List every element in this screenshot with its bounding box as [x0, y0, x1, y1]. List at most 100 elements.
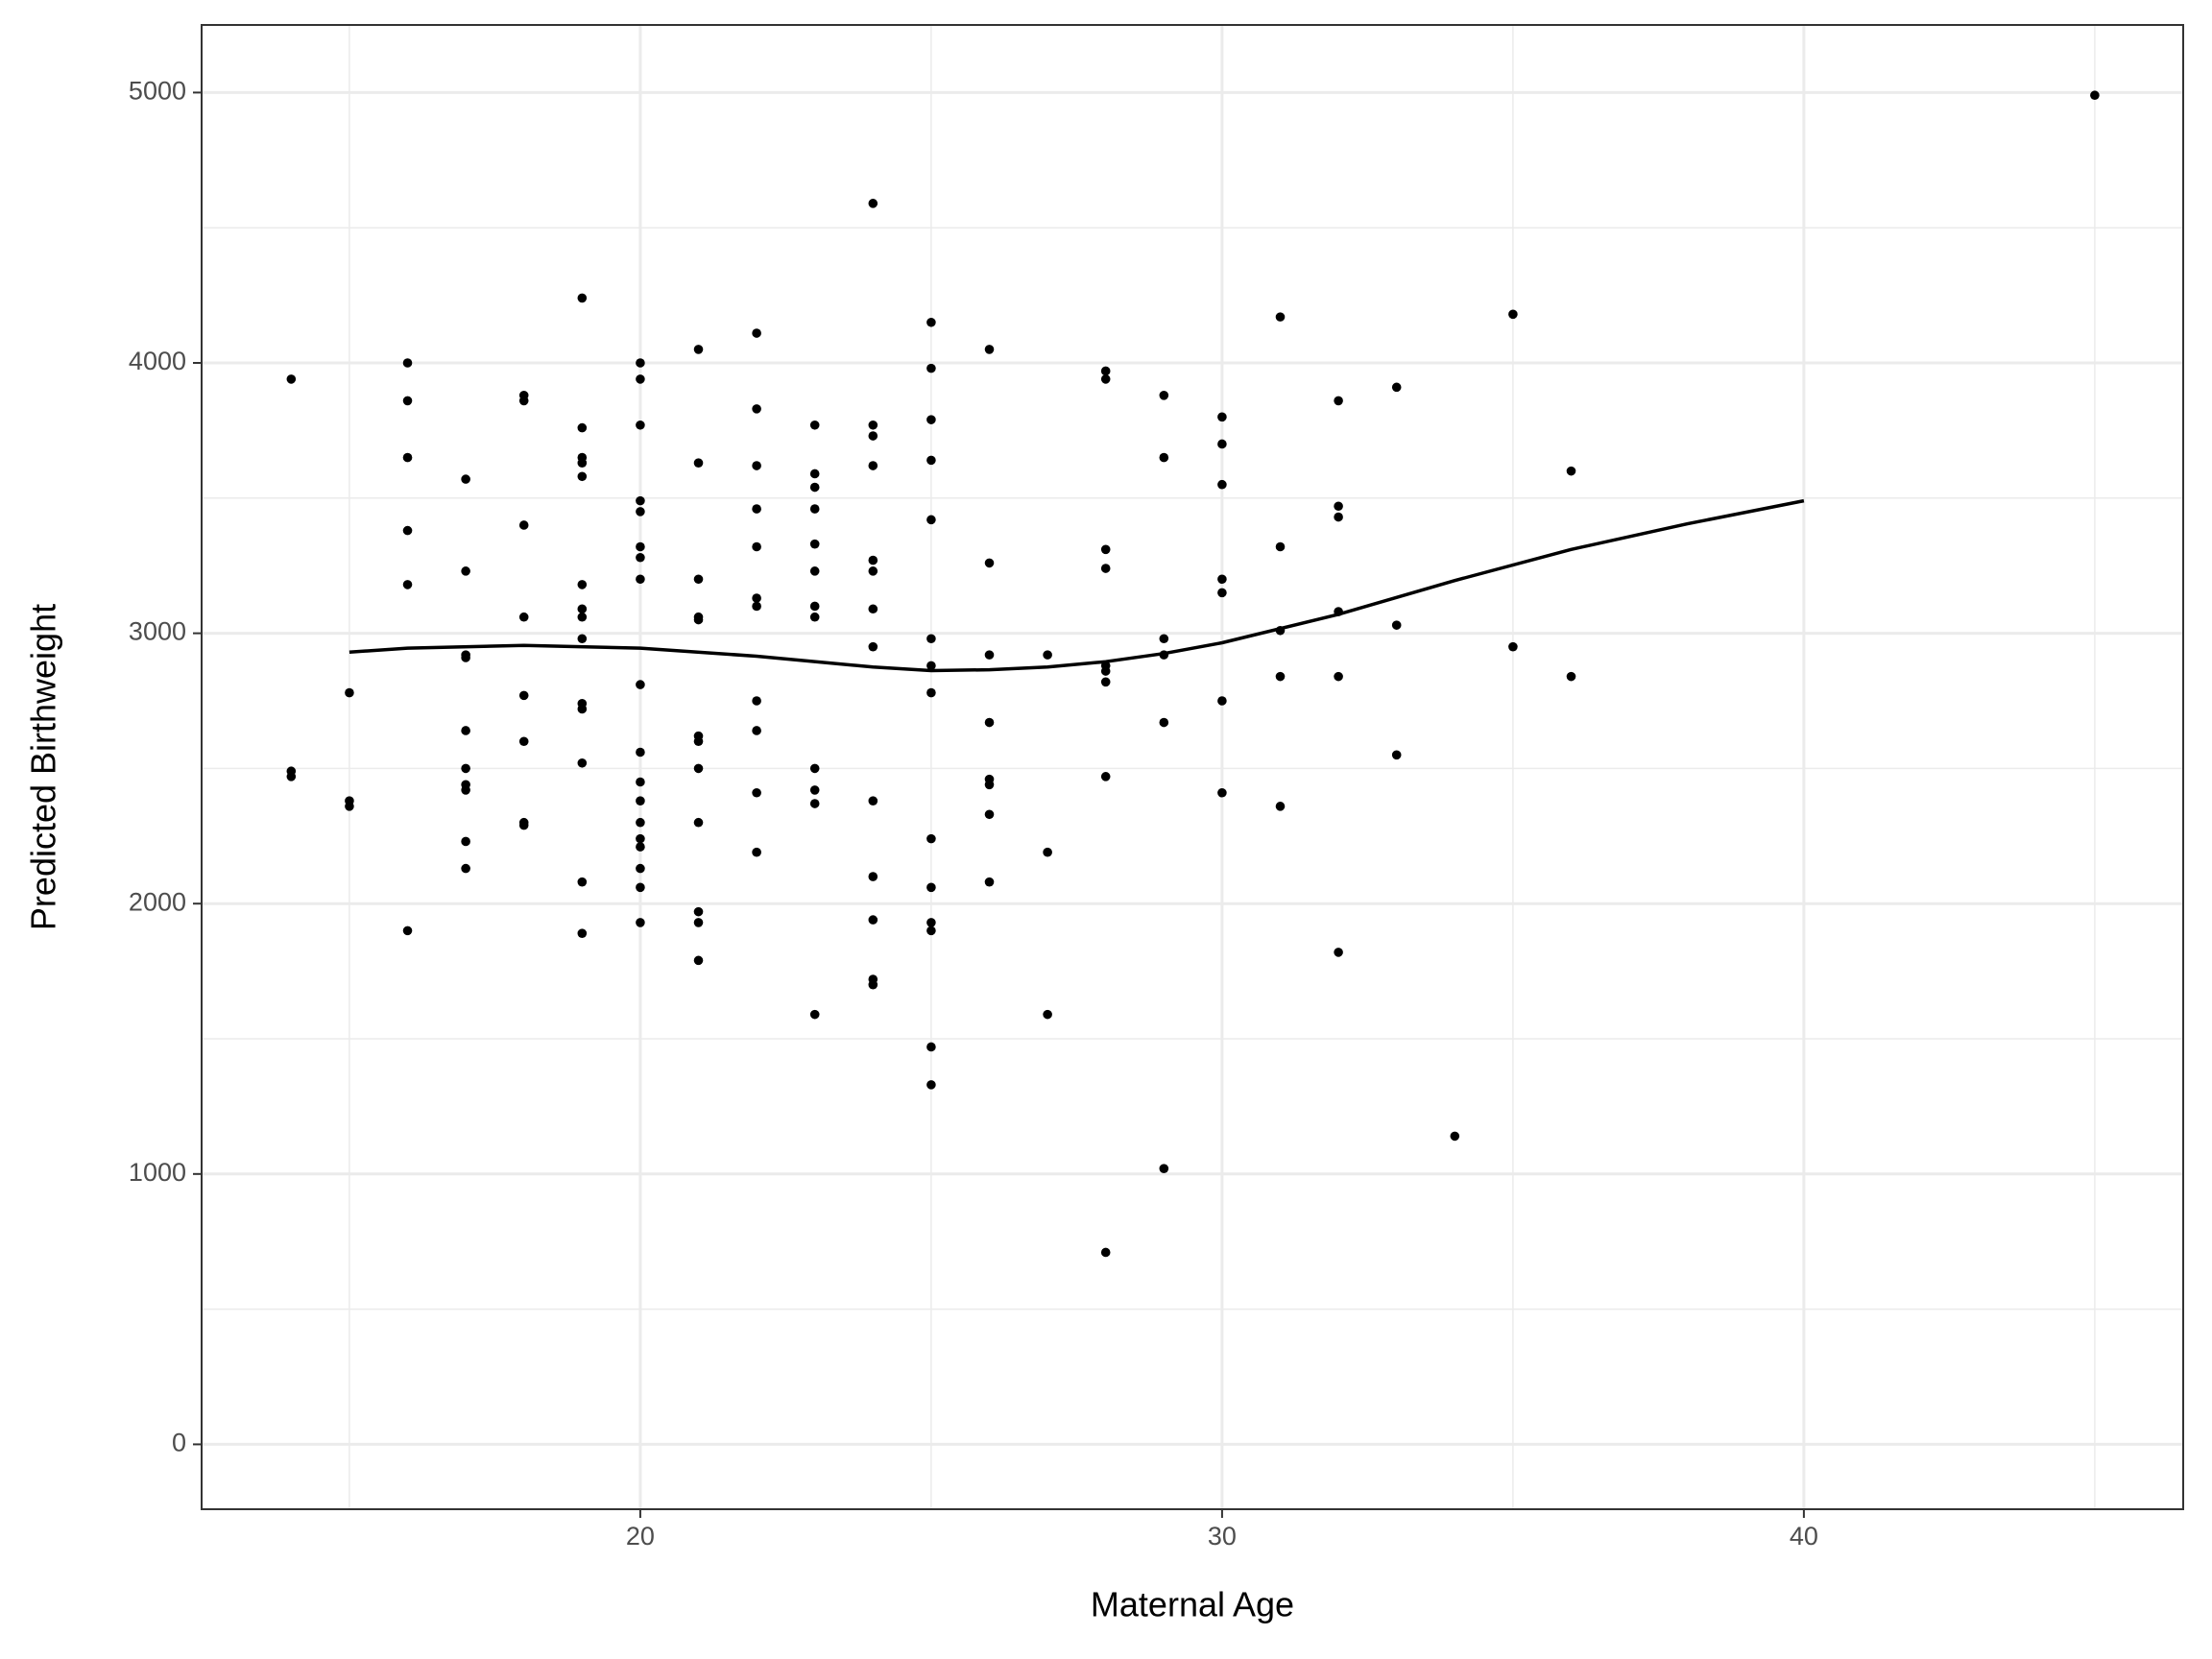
point	[809, 1009, 820, 1020]
point	[636, 747, 645, 757]
x-tick-label: 40	[1790, 1522, 1818, 1551]
y-tick-label: 0	[172, 1429, 186, 1457]
point	[577, 422, 588, 433]
point	[577, 471, 588, 482]
point	[636, 495, 645, 506]
point	[809, 799, 820, 808]
point	[577, 928, 588, 938]
panel-border	[201, 24, 2184, 1510]
point	[926, 455, 936, 466]
point	[1100, 666, 1111, 676]
point	[402, 926, 413, 936]
point	[636, 552, 645, 563]
point	[636, 918, 645, 927]
point	[1159, 1164, 1169, 1173]
point	[518, 396, 529, 406]
point	[1566, 671, 1576, 682]
point	[868, 431, 878, 441]
point	[984, 650, 995, 660]
point	[636, 833, 645, 844]
point	[518, 690, 529, 701]
point	[1334, 948, 1343, 957]
point	[868, 796, 878, 806]
point	[636, 842, 645, 852]
point	[984, 558, 995, 568]
y-tick-label: 4000	[129, 347, 186, 375]
point	[868, 915, 878, 925]
point	[868, 979, 878, 990]
point	[1334, 396, 1343, 406]
point	[926, 634, 936, 644]
point	[752, 696, 761, 706]
point	[1391, 382, 1402, 393]
x-axis-title: Maternal Age	[1091, 1585, 1294, 1624]
point	[809, 482, 820, 493]
point	[1391, 750, 1402, 760]
point	[1508, 309, 1518, 320]
point	[752, 847, 761, 857]
point	[752, 541, 761, 552]
point	[926, 1042, 936, 1052]
point	[1275, 312, 1286, 322]
point	[402, 580, 413, 589]
point	[1100, 366, 1111, 376]
point	[345, 802, 354, 811]
point	[1508, 641, 1518, 652]
point	[693, 906, 704, 917]
point	[1043, 847, 1052, 857]
y-tick-label: 5000	[129, 77, 186, 106]
point	[1043, 1009, 1052, 1020]
point	[1100, 374, 1111, 384]
point	[1275, 671, 1286, 682]
point	[577, 634, 588, 644]
point	[636, 796, 645, 806]
point	[577, 877, 588, 887]
smooth-line	[349, 498, 1805, 673]
point	[693, 763, 704, 774]
point	[752, 787, 761, 798]
point	[461, 726, 470, 735]
point	[636, 817, 645, 828]
point	[1100, 677, 1111, 687]
point	[868, 872, 878, 881]
point	[461, 763, 470, 774]
point	[1100, 544, 1111, 555]
point	[1100, 772, 1111, 781]
point	[984, 877, 995, 887]
point	[636, 374, 645, 384]
point	[461, 863, 470, 874]
point	[402, 452, 413, 463]
x-tick-label: 20	[626, 1522, 655, 1551]
point	[1100, 564, 1111, 573]
point	[926, 363, 936, 373]
point	[809, 612, 820, 622]
point	[636, 574, 645, 585]
point	[693, 817, 704, 828]
point	[1159, 717, 1169, 728]
point	[1334, 512, 1343, 522]
point	[868, 461, 878, 470]
point	[809, 566, 820, 576]
point	[926, 415, 936, 424]
point	[2090, 90, 2100, 101]
point	[461, 474, 470, 484]
point	[1334, 501, 1343, 512]
point	[926, 918, 936, 927]
point	[693, 955, 704, 966]
point	[752, 461, 761, 470]
point	[402, 396, 413, 406]
point	[461, 653, 470, 662]
point	[752, 593, 761, 603]
point	[809, 420, 820, 430]
point	[636, 863, 645, 874]
point	[1450, 1131, 1460, 1142]
point	[461, 566, 470, 576]
point	[518, 612, 529, 622]
point	[868, 199, 878, 208]
point	[636, 507, 645, 517]
point	[926, 661, 936, 671]
point	[1159, 634, 1169, 644]
point	[286, 374, 297, 384]
